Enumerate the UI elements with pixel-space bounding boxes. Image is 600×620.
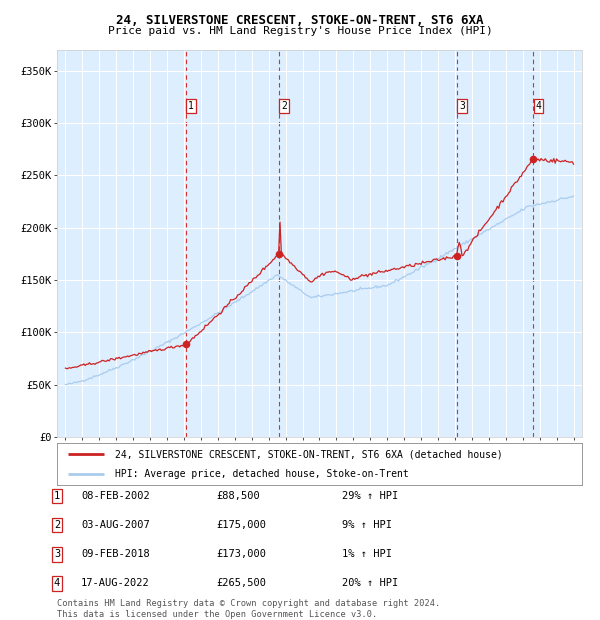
Text: 1: 1 (54, 491, 60, 501)
Text: 24, SILVERSTONE CRESCENT, STOKE-ON-TRENT, ST6 6XA (detached house): 24, SILVERSTONE CRESCENT, STOKE-ON-TRENT… (115, 450, 503, 459)
Text: 3: 3 (459, 101, 465, 111)
Text: 3: 3 (54, 549, 60, 559)
Text: 24, SILVERSTONE CRESCENT, STOKE-ON-TRENT, ST6 6XA: 24, SILVERSTONE CRESCENT, STOKE-ON-TRENT… (116, 14, 484, 27)
Text: 1: 1 (188, 101, 194, 111)
Text: 03-AUG-2007: 03-AUG-2007 (81, 520, 150, 530)
Text: £265,500: £265,500 (216, 578, 266, 588)
Text: 4: 4 (54, 578, 60, 588)
Text: £175,000: £175,000 (216, 520, 266, 530)
Text: 9% ↑ HPI: 9% ↑ HPI (342, 520, 392, 530)
Text: 08-FEB-2002: 08-FEB-2002 (81, 491, 150, 501)
Text: £88,500: £88,500 (216, 491, 260, 501)
Text: £173,000: £173,000 (216, 549, 266, 559)
Text: 20% ↑ HPI: 20% ↑ HPI (342, 578, 398, 588)
Text: 4: 4 (536, 101, 542, 111)
Text: HPI: Average price, detached house, Stoke-on-Trent: HPI: Average price, detached house, Stok… (115, 469, 409, 479)
Text: 2: 2 (281, 101, 287, 111)
Text: 2: 2 (54, 520, 60, 530)
Text: 09-FEB-2018: 09-FEB-2018 (81, 549, 150, 559)
Text: Price paid vs. HM Land Registry's House Price Index (HPI): Price paid vs. HM Land Registry's House … (107, 26, 493, 36)
Text: 29% ↑ HPI: 29% ↑ HPI (342, 491, 398, 501)
Text: 17-AUG-2022: 17-AUG-2022 (81, 578, 150, 588)
Text: Contains HM Land Registry data © Crown copyright and database right 2024.
This d: Contains HM Land Registry data © Crown c… (57, 600, 440, 619)
Text: 1% ↑ HPI: 1% ↑ HPI (342, 549, 392, 559)
